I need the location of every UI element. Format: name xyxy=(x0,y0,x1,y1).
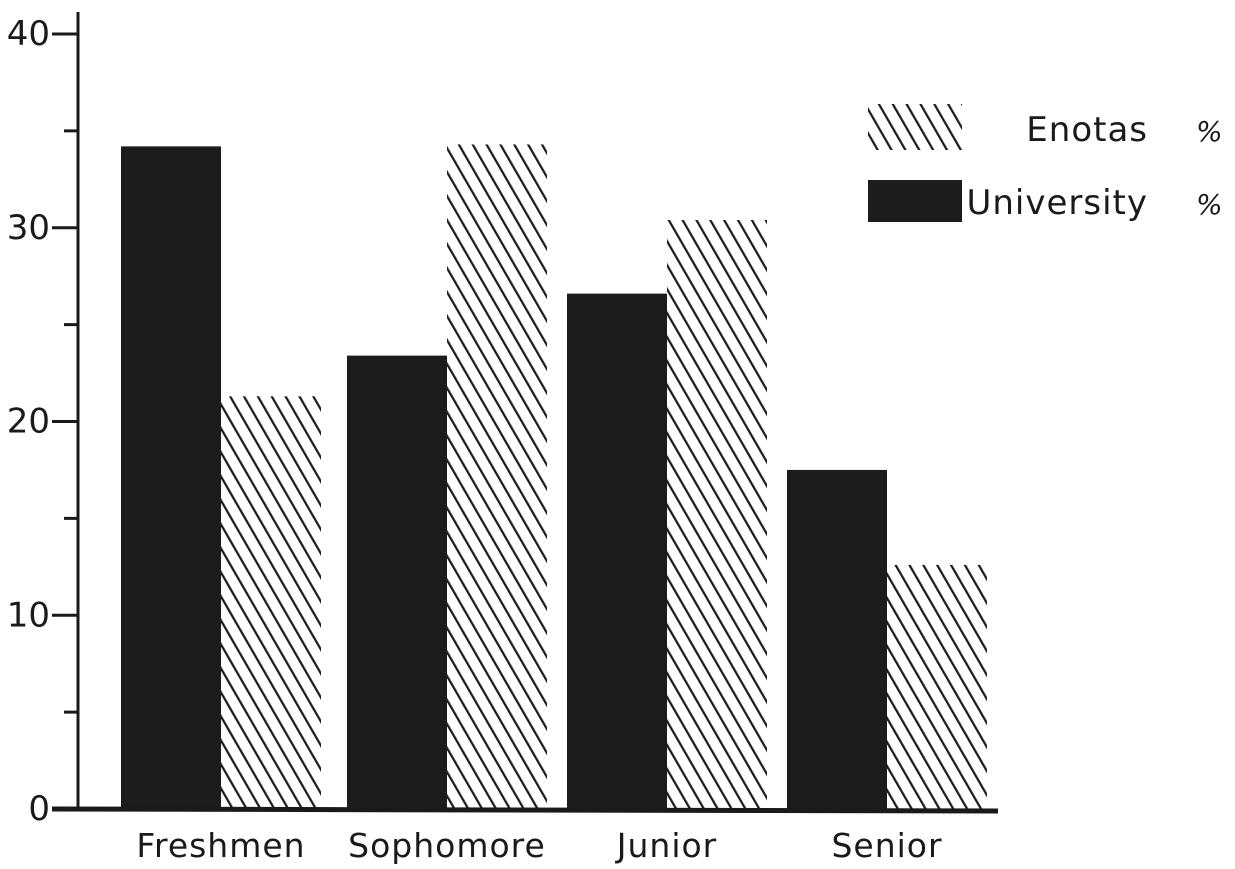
bar-enotas-sophomore xyxy=(447,144,547,809)
bar-university-freshmen xyxy=(121,146,221,809)
y-tick-label: 30 xyxy=(7,208,50,248)
legend-unit-enotas: % xyxy=(1196,115,1223,148)
bar-enotas-freshmen xyxy=(221,396,321,809)
bar-university-senior xyxy=(787,469,887,809)
legend-unit-university: % xyxy=(1196,188,1223,221)
y-tick-label: 10 xyxy=(7,595,50,635)
bar-university-sophomore xyxy=(347,355,447,809)
legend: Enotas % University % xyxy=(868,104,1223,223)
y-tick-label: 20 xyxy=(7,402,50,442)
axes-group xyxy=(51,12,999,814)
x-category-label: Senior xyxy=(831,826,942,865)
legend-swatch-university xyxy=(868,180,962,222)
x-category-label: Sophomore xyxy=(348,826,546,865)
bar-university-junior xyxy=(567,293,667,809)
x-category-label: Junior xyxy=(615,826,718,865)
y-tick-label: 0 xyxy=(28,789,50,829)
legend-label-enotas: Enotas xyxy=(1026,110,1148,150)
y-tick-label: 40 xyxy=(7,14,50,54)
legend-label-university: University xyxy=(966,183,1148,223)
x-axis-labels: Freshmen Sophomore Junior Senior xyxy=(136,826,942,865)
x-category-label: Freshmen xyxy=(136,826,305,865)
y-axis-ticks: 0 10 20 30 40 xyxy=(7,14,78,829)
bar-enotas-senior xyxy=(887,564,987,809)
bars-group xyxy=(121,144,987,809)
legend-swatch-enotas xyxy=(868,104,962,150)
bar-enotas-junior xyxy=(667,220,767,809)
x-axis-line xyxy=(51,806,999,814)
